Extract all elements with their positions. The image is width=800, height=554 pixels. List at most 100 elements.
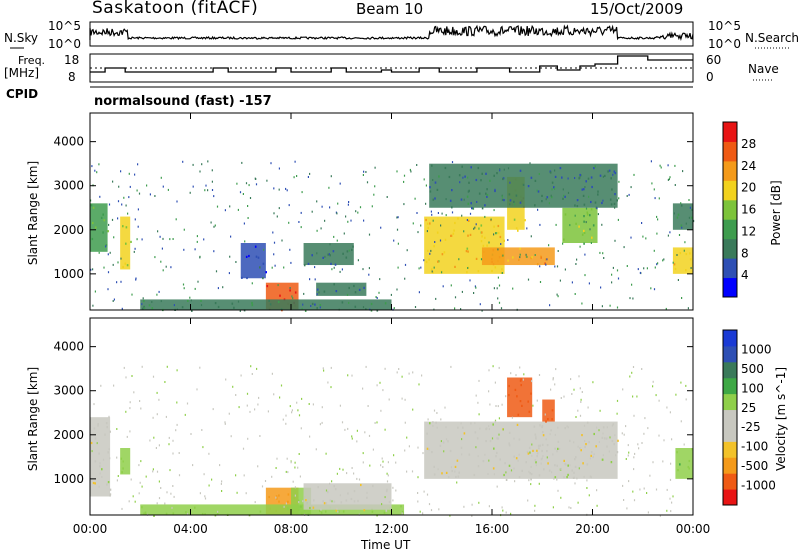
power-cell [433, 266, 435, 269]
power-cell [156, 293, 158, 296]
velocity-cell [457, 426, 459, 429]
power-cell [475, 257, 478, 260]
velocity-cell [478, 413, 480, 416]
power-cell [690, 267, 692, 269]
velocity-cell [683, 443, 685, 446]
power-cell [481, 231, 483, 234]
power-cell [245, 182, 248, 185]
velocity-cell [149, 439, 151, 442]
power-cell [642, 235, 644, 238]
velocity-cell [99, 462, 101, 465]
velocity-cell [165, 512, 168, 515]
velocity-cell [542, 455, 544, 458]
velocity-cell [611, 424, 613, 427]
power-cell [564, 213, 567, 216]
power-cell [546, 258, 548, 261]
velocity-cell [438, 508, 440, 511]
power-cell [609, 304, 611, 307]
power-cell [307, 262, 310, 265]
velocity-cell [168, 436, 170, 439]
power-cell [584, 253, 586, 256]
velocity-cell [401, 512, 403, 515]
power-cell [393, 307, 395, 310]
power-cell [266, 285, 269, 288]
velocity-region-0 [90, 417, 111, 497]
velocity-cell [521, 404, 523, 407]
velocity-cell [649, 474, 651, 477]
power-cell [485, 172, 487, 175]
velocity-cell [199, 366, 201, 369]
velocity-cell [344, 428, 346, 431]
velocity-cell [546, 450, 548, 453]
power-cell [333, 235, 335, 238]
power-cell [498, 284, 501, 287]
velocity-cell [362, 461, 364, 464]
velocity-cell [606, 426, 608, 429]
power-cell [222, 286, 224, 289]
power-cell [481, 172, 483, 175]
velocity-cell [440, 418, 442, 421]
velocity-cell [621, 432, 623, 435]
power-cell [680, 202, 682, 205]
power-cell [515, 194, 518, 197]
power-cell [445, 214, 447, 217]
velocity-cell [541, 426, 543, 429]
velocity-region-5 [303, 483, 392, 510]
power-cell [183, 287, 185, 290]
power-cell [527, 185, 530, 188]
power-cell [614, 239, 616, 242]
power-cell [129, 185, 131, 188]
power-cell [611, 281, 613, 284]
power-cell [564, 268, 566, 271]
velocity-cell [603, 437, 606, 440]
velocity-cell [596, 489, 598, 492]
power-cell [617, 218, 619, 221]
power-cell [574, 177, 576, 179]
power-cell [541, 200, 543, 203]
power-cell [466, 247, 469, 250]
velocity-cell [579, 387, 581, 390]
power-cell [244, 240, 246, 243]
velocity-cell [323, 502, 326, 505]
power-cell [491, 258, 493, 261]
power-cell [233, 306, 235, 309]
power-cell [403, 203, 405, 206]
power-cell [679, 252, 682, 255]
velocity-cell [169, 469, 171, 472]
power-cell [112, 180, 114, 183]
power-cell [102, 213, 104, 216]
power-cell [581, 302, 583, 305]
power-cell [676, 254, 678, 256]
power-cell [685, 222, 687, 225]
power-cell [254, 245, 257, 248]
power-cell [554, 187, 556, 190]
power-cell [688, 216, 690, 219]
power-cell [301, 307, 303, 310]
power-cell [475, 286, 477, 289]
power-cell [109, 251, 111, 254]
velocity-cell [298, 453, 300, 455]
power-cell [396, 288, 398, 291]
power-cell [608, 169, 611, 172]
power-cell [96, 171, 98, 174]
nsearch-label: N.Search [745, 31, 800, 45]
velocity-region-1 [120, 448, 131, 475]
velocity-cell [204, 495, 206, 498]
velocity-cell [131, 375, 133, 377]
power-cell [149, 193, 151, 196]
velocity-cell [382, 460, 384, 463]
velocity-cell [508, 394, 510, 397]
power-cell [513, 218, 516, 221]
power-cell [302, 303, 304, 306]
velocity-cell [351, 437, 353, 440]
power-cell [628, 193, 630, 196]
velocity-cell [404, 449, 406, 452]
power-cell [270, 162, 272, 165]
power-cell [476, 201, 478, 203]
power-cell [585, 180, 587, 183]
power-cell [116, 281, 118, 284]
power-cell [189, 296, 191, 299]
power-cell [509, 199, 512, 202]
velocity-cell [132, 495, 134, 498]
power-cell [479, 303, 481, 306]
